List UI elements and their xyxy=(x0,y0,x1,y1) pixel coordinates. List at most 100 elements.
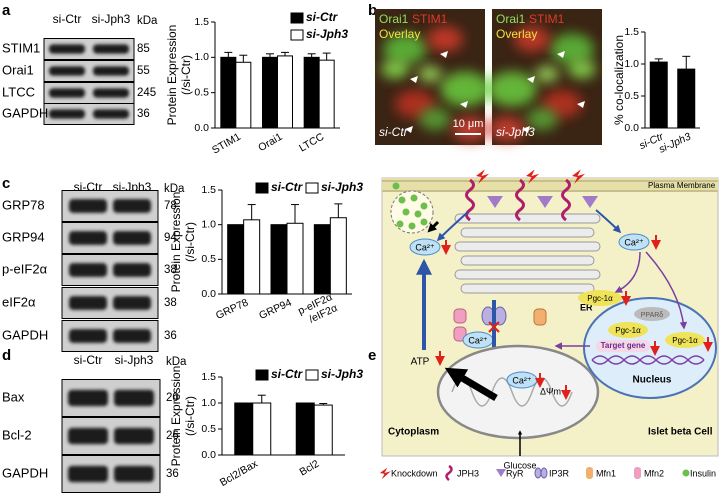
diagram-label: ER xyxy=(580,302,593,312)
insulin-granule xyxy=(410,194,418,202)
target-gene xyxy=(596,340,650,352)
error-bar xyxy=(247,204,256,220)
y-tick-label: 1.5 xyxy=(201,371,216,383)
flux-arrow xyxy=(595,209,622,234)
diagram-label: Mfn1 xyxy=(596,468,616,478)
y-tick-label: 0.0 xyxy=(201,288,216,300)
jph3 xyxy=(515,178,525,222)
insulin-granule xyxy=(420,202,428,210)
error-bar xyxy=(281,51,289,56)
bar xyxy=(318,59,335,129)
blot-band xyxy=(68,389,108,407)
panel-letter: d xyxy=(2,347,11,364)
stain-label: Orai1 xyxy=(379,12,409,26)
micrograph-signal xyxy=(452,116,488,142)
mfn2 xyxy=(453,308,467,324)
scale-label: 10 μm xyxy=(453,118,484,130)
legend-swatch xyxy=(255,369,269,381)
diagram-label: Ca²⁺ xyxy=(512,375,532,385)
blot-band xyxy=(113,329,151,343)
lane-label: si-Jph3 xyxy=(115,353,154,367)
kda-label: 38 xyxy=(164,264,177,276)
blot-band xyxy=(69,263,107,277)
kda-label: 36 xyxy=(166,468,179,480)
er-cisterna xyxy=(460,227,595,238)
legend-label: si-Jph3 xyxy=(321,180,363,194)
diagram-label: Target gene xyxy=(601,341,646,350)
bar xyxy=(234,402,254,456)
unit-label: kDa xyxy=(137,15,158,27)
blot-strip xyxy=(43,103,135,125)
kda-label: 78 xyxy=(164,200,177,212)
y-tick-label: 0.5 xyxy=(624,90,639,102)
knockdown-icon xyxy=(476,169,490,184)
signal-arrow xyxy=(614,251,641,293)
protein-label: Bcl-2 xyxy=(2,427,32,442)
panel-letter: b xyxy=(368,2,377,19)
secretion-arrow xyxy=(427,220,440,233)
y-tick-label: 0.0 xyxy=(201,449,216,461)
pgc1a xyxy=(665,332,705,348)
pgc1a xyxy=(608,322,648,338)
diagram-label: PPARδ xyxy=(641,312,664,319)
kda-label: 38 xyxy=(164,297,177,309)
kda-label: 85 xyxy=(137,43,150,55)
micrograph-signal xyxy=(440,71,490,107)
kda-label: 94 xyxy=(164,232,177,244)
er-cisterna xyxy=(454,241,601,252)
protein-label: GAPDH xyxy=(2,465,48,480)
protein-label: GRP94 xyxy=(2,229,45,244)
bar xyxy=(220,56,237,129)
error-bar xyxy=(319,403,328,406)
micrograph-signal xyxy=(568,59,596,79)
bar xyxy=(235,61,252,129)
legend-ip3r xyxy=(534,467,542,479)
kda-label: 36 xyxy=(164,330,177,342)
kda-label: 55 xyxy=(137,65,150,77)
insulin-granule xyxy=(414,210,422,218)
y-tick-label: 1.5 xyxy=(194,16,209,28)
blot-band xyxy=(68,427,108,445)
y-tick-label: 1.0 xyxy=(194,51,209,63)
knockdown-icon xyxy=(572,169,586,184)
y-tick-label: 0.5 xyxy=(194,86,209,98)
er-cisterna xyxy=(460,283,595,294)
arrowhead xyxy=(440,51,448,58)
error-bar xyxy=(654,58,663,63)
lane-label: si-Ctr xyxy=(74,353,103,367)
dna xyxy=(591,355,705,365)
er-cisterna xyxy=(454,269,601,280)
ion xyxy=(409,238,441,256)
blot-band xyxy=(113,296,151,310)
y-tick-label: 0.0 xyxy=(624,122,639,134)
diagram-label: Ca²⁺ xyxy=(624,237,644,247)
error-bar xyxy=(307,53,316,58)
arrowhead xyxy=(460,101,468,108)
error-bar xyxy=(224,51,233,58)
overlay-label: Overlay xyxy=(496,27,537,41)
y-tick-label: 1.0 xyxy=(201,397,216,409)
y-tick-label: 1.5 xyxy=(624,26,639,38)
y-tick-label: 1.0 xyxy=(624,58,639,70)
panel-letter: c xyxy=(2,175,10,192)
error-bar xyxy=(334,203,343,218)
micrograph-signal xyxy=(427,26,463,52)
panel-letter: a xyxy=(2,2,11,19)
blot-band xyxy=(113,263,151,277)
panel-letter: e xyxy=(368,347,376,364)
overlay-label: Overlay xyxy=(379,27,420,41)
legend-ryr xyxy=(496,469,506,477)
error-bar xyxy=(266,53,274,58)
diagram-label: Ca²⁺ xyxy=(415,242,435,252)
y-axis-label: Protein Expression(/si-Ctr) xyxy=(169,366,197,467)
micrograph-signal xyxy=(535,65,559,83)
bar xyxy=(262,56,278,129)
knockdown-icon xyxy=(526,169,540,184)
y-axis-label: % co-localization xyxy=(612,35,626,125)
legend-swatch xyxy=(290,12,304,24)
blot-band xyxy=(49,88,85,98)
er-cisterna xyxy=(460,255,595,266)
diagram-label: Insulin xyxy=(690,468,716,478)
diagram-label: Cytoplasm xyxy=(388,427,439,438)
